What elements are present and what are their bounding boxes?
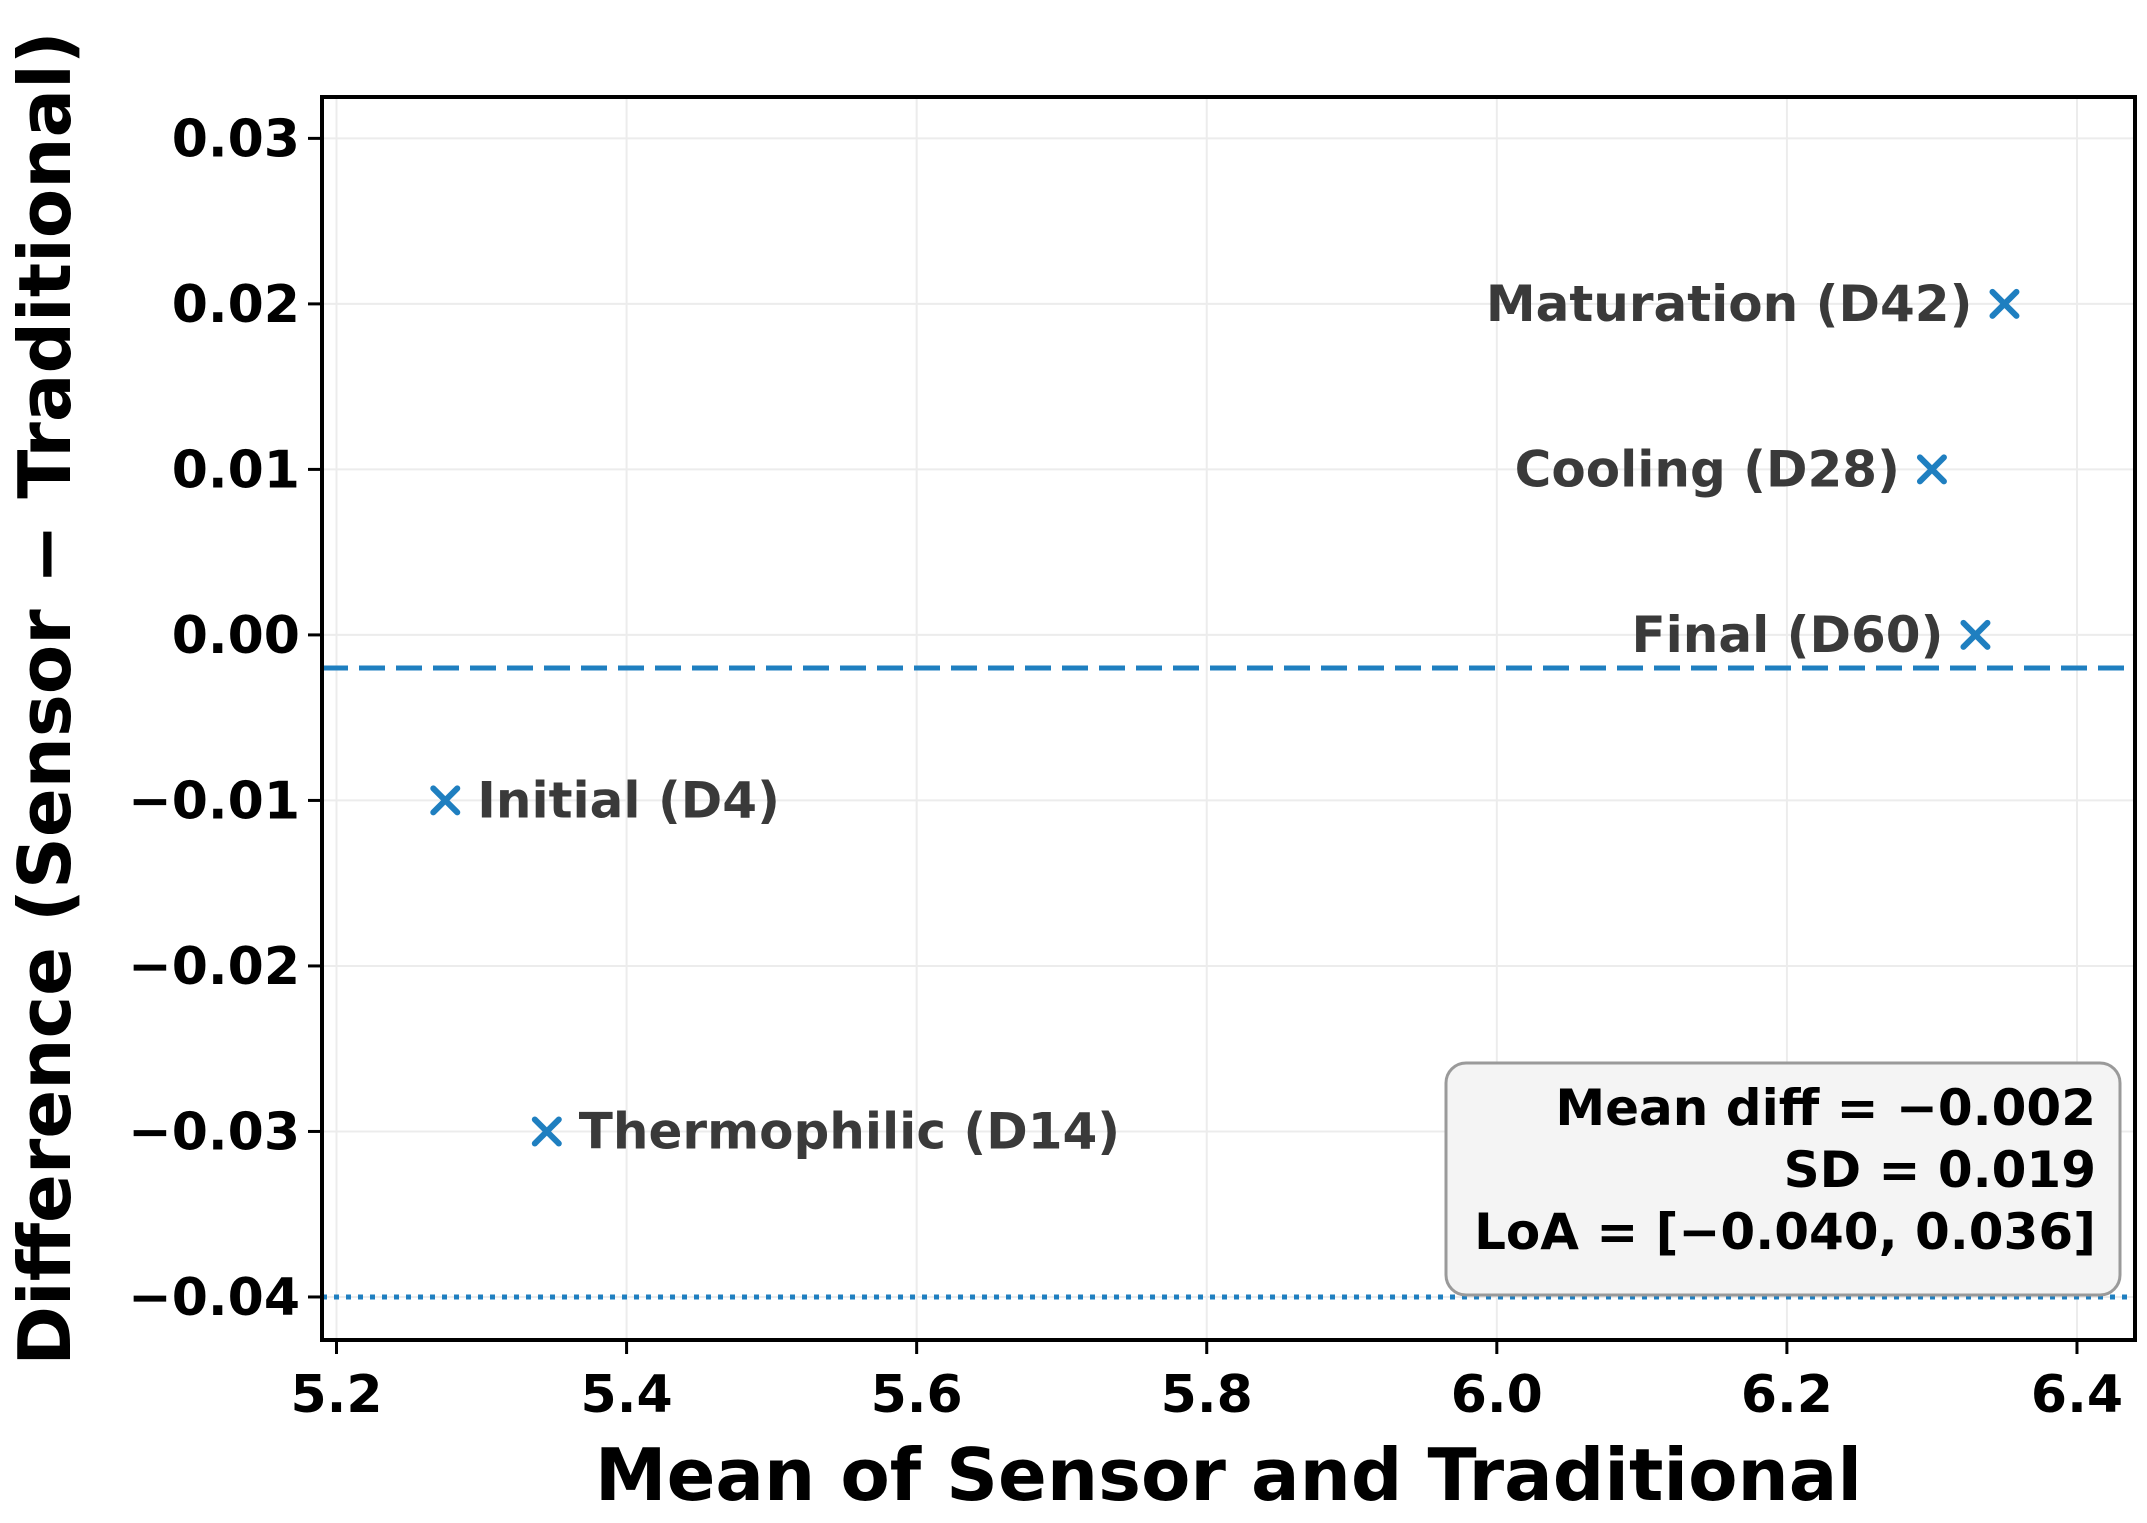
data-point-marker [430,785,461,816]
x-tick-label: 6.0 [1451,1365,1543,1425]
x-tick-label: 5.6 [871,1365,963,1425]
data-point: Thermophilic (D14) [531,1102,1120,1160]
data-point-marker [1960,619,1991,650]
data-point: Cooling (D28) [1515,440,1947,498]
y-tick-label: −0.02 [128,937,300,997]
data-point: Maturation (D42) [1486,275,2020,333]
data-point-marker [1916,454,1947,485]
x-tick-label: 6.2 [1741,1365,1833,1425]
y-tick-label: −0.04 [128,1268,300,1328]
stats-line: LoA = [−0.040, 0.036] [1474,1203,2096,1261]
y-tick-label: 0.03 [172,109,300,169]
x-axis-title: Mean of Sensor and Traditional [595,1433,1862,1517]
y-axis-title: Difference (Sensor − Traditional) [3,31,87,1365]
x-tick-label: 5.2 [290,1365,382,1425]
plot-frame [320,95,2137,1342]
y-tick-label: 0.01 [172,440,300,500]
data-point-label: Cooling (D28) [1515,440,1900,498]
data-point: Initial (D4) [430,771,780,829]
grid-lines [322,97,2135,1340]
x-axis-ticks: 5.2 5.4 5.6 5.8 6.0 6.2 6.4 [290,1340,2123,1425]
stats-line: Mean diff = −0.002 [1555,1079,2096,1137]
data-point-marker [531,1116,562,1147]
stats-line: SD = 0.019 [1784,1141,2096,1199]
x-tick-label: 6.4 [2031,1365,2123,1425]
y-axis-ticks: 0.03 0.02 0.01 0.00 −0.01 −0.02 −0.03 −0.04 [128,109,322,1328]
data-point-label: Final (D60) [1631,606,1943,664]
data-points: Initial (D4) Thermophilic (D14) Cooling (D… [430,275,2020,1160]
x-tick-label: 5.8 [1161,1365,1253,1425]
y-tick-label: −0.01 [128,771,300,831]
reference-lines [322,665,2135,1300]
y-tick-label: 0.02 [172,275,300,335]
x-tick-label: 5.4 [581,1365,673,1425]
y-tick-label: −0.03 [128,1102,300,1162]
data-point-marker [1989,288,2020,319]
data-point: Final (D60) [1631,606,1991,664]
y-tick-label: 0.00 [172,606,300,666]
data-point-label: Initial (D4) [477,771,780,829]
data-point-label: Thermophilic (D14) [579,1102,1120,1160]
stats-box-frame [1444,1061,2122,1297]
data-point-label: Maturation (D42) [1486,275,1973,333]
